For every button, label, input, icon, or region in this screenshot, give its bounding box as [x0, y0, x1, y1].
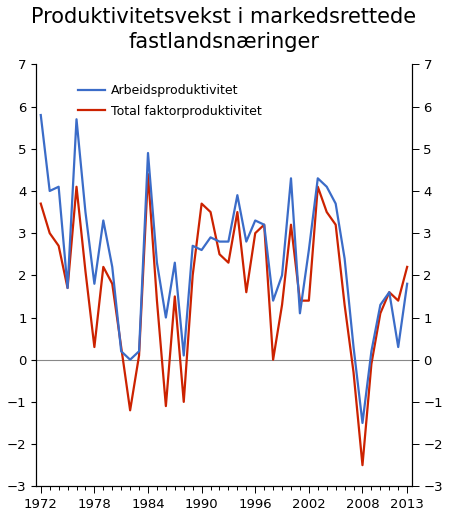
Line: Total faktorproduktivitet: Total faktorproduktivitet — [41, 174, 407, 465]
Arbeidsproduktivitet — [47, 188, 52, 194]
Arbeidsproduktivitet — [136, 348, 142, 354]
Total faktorproduktivitet — [74, 184, 79, 190]
Total faktorproduktivitet — [261, 222, 267, 228]
Total faktorproduktivitet — [369, 361, 374, 367]
Arbeidsproduktivitet — [65, 285, 70, 291]
Total faktorproduktivitet — [243, 289, 249, 295]
Arbeidsproduktivitet — [172, 260, 177, 266]
Total faktorproduktivitet — [405, 264, 410, 270]
Arbeidsproduktivitet — [333, 200, 338, 207]
Arbeidsproduktivitet — [306, 247, 311, 253]
Total faktorproduktivitet — [342, 302, 347, 308]
Arbeidsproduktivitet — [127, 356, 133, 363]
Arbeidsproduktivitet — [92, 281, 97, 287]
Total faktorproduktivitet — [208, 209, 213, 215]
Total faktorproduktivitet — [145, 171, 151, 177]
Arbeidsproduktivitet — [154, 260, 160, 266]
Total faktorproduktivitet — [181, 399, 186, 405]
Arbeidsproduktivitet — [360, 420, 365, 426]
Total faktorproduktivitet — [127, 407, 133, 413]
Total faktorproduktivitet — [396, 297, 401, 304]
Total faktorproduktivitet — [190, 272, 195, 279]
Arbeidsproduktivitet — [145, 150, 151, 156]
Total faktorproduktivitet — [38, 200, 44, 207]
Total faktorproduktivitet — [199, 200, 204, 207]
Total faktorproduktivitet — [226, 260, 231, 266]
Arbeidsproduktivitet — [279, 272, 285, 279]
Total faktorproduktivitet — [65, 285, 70, 291]
Arbeidsproduktivitet — [234, 192, 240, 198]
Arbeidsproduktivitet — [217, 238, 222, 244]
Title: Produktivitetsvekst i markedsrettede
fastlandsnæringer: Produktivitetsvekst i markedsrettede fas… — [32, 7, 417, 52]
Arbeidsproduktivitet — [74, 116, 79, 122]
Total faktorproduktivitet — [315, 184, 320, 190]
Arbeidsproduktivitet — [163, 314, 169, 321]
Arbeidsproduktivitet — [252, 218, 258, 224]
Total faktorproduktivitet — [83, 268, 88, 274]
Arbeidsproduktivitet — [342, 255, 347, 262]
Arbeidsproduktivitet — [387, 289, 392, 295]
Arbeidsproduktivitet — [396, 344, 401, 350]
Total faktorproduktivitet — [47, 230, 52, 236]
Total faktorproduktivitet — [270, 356, 276, 363]
Arbeidsproduktivitet — [226, 238, 231, 244]
Total faktorproduktivitet — [387, 289, 392, 295]
Arbeidsproduktivitet — [369, 348, 374, 354]
Total faktorproduktivitet — [154, 297, 160, 304]
Arbeidsproduktivitet — [351, 344, 356, 350]
Arbeidsproduktivitet — [378, 302, 383, 308]
Total faktorproduktivitet — [118, 344, 124, 350]
Arbeidsproduktivitet — [190, 243, 195, 249]
Arbeidsproduktivitet — [38, 112, 44, 118]
Total faktorproduktivitet — [360, 462, 365, 468]
Total faktorproduktivitet — [306, 297, 311, 304]
Arbeidsproduktivitet — [56, 184, 61, 190]
Arbeidsproduktivitet — [118, 348, 124, 354]
Arbeidsproduktivitet — [101, 218, 106, 224]
Total faktorproduktivitet — [288, 222, 294, 228]
Arbeidsproduktivitet — [208, 234, 213, 240]
Arbeidsproduktivitet — [199, 247, 204, 253]
Arbeidsproduktivitet — [288, 175, 294, 181]
Arbeidsproduktivitet — [270, 297, 276, 304]
Arbeidsproduktivitet — [243, 238, 249, 244]
Arbeidsproduktivitet — [405, 281, 410, 287]
Total faktorproduktivitet — [92, 344, 97, 350]
Legend: Arbeidsproduktivitet, Total faktorproduktivitet: Arbeidsproduktivitet, Total faktorproduk… — [72, 79, 267, 123]
Arbeidsproduktivitet — [109, 264, 115, 270]
Total faktorproduktivitet — [136, 352, 142, 358]
Total faktorproduktivitet — [252, 230, 258, 236]
Total faktorproduktivitet — [234, 209, 240, 215]
Arbeidsproduktivitet — [181, 352, 186, 358]
Total faktorproduktivitet — [297, 297, 302, 304]
Arbeidsproduktivitet — [297, 310, 302, 316]
Arbeidsproduktivitet — [83, 209, 88, 215]
Total faktorproduktivitet — [172, 293, 177, 299]
Total faktorproduktivitet — [333, 222, 338, 228]
Total faktorproduktivitet — [163, 403, 169, 409]
Total faktorproduktivitet — [56, 243, 61, 249]
Arbeidsproduktivitet — [324, 184, 329, 190]
Total faktorproduktivitet — [378, 310, 383, 316]
Total faktorproduktivitet — [279, 302, 285, 308]
Total faktorproduktivitet — [324, 209, 329, 215]
Total faktorproduktivitet — [217, 251, 222, 257]
Arbeidsproduktivitet — [261, 222, 267, 228]
Arbeidsproduktivitet — [315, 175, 320, 181]
Line: Arbeidsproduktivitet: Arbeidsproduktivitet — [41, 115, 407, 423]
Total faktorproduktivitet — [109, 281, 115, 287]
Total faktorproduktivitet — [351, 369, 356, 376]
Total faktorproduktivitet — [101, 264, 106, 270]
